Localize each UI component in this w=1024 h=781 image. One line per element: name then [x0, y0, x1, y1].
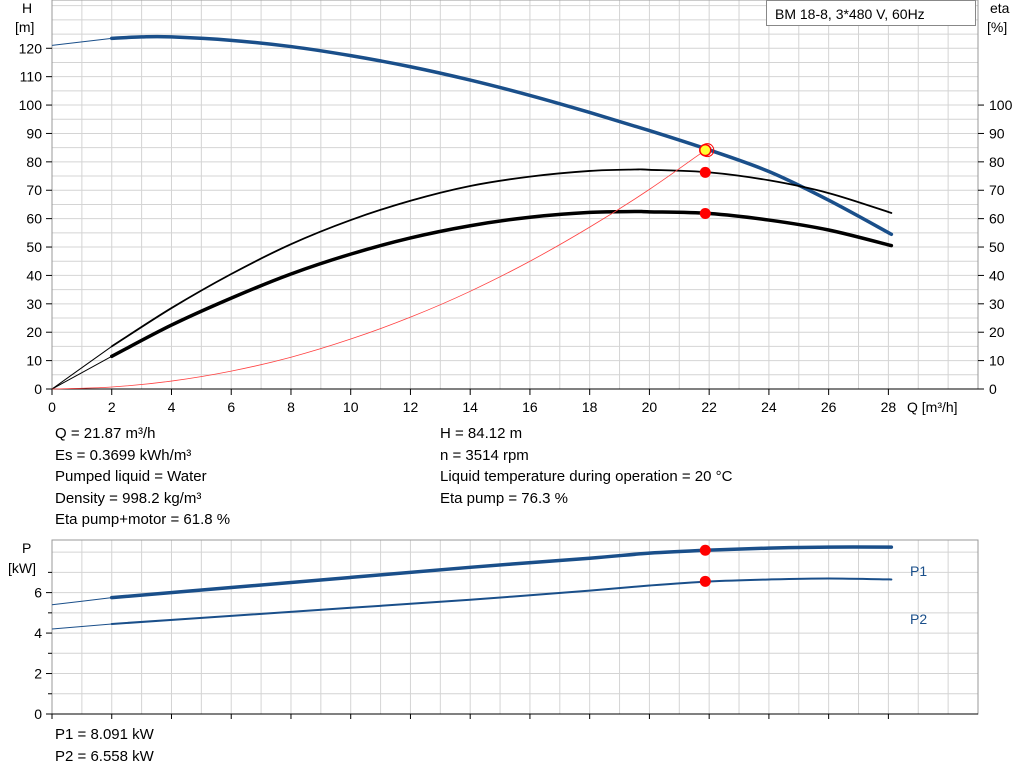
duty-point-p2 [699, 575, 711, 587]
top-y-tick-label: 30 [26, 296, 42, 312]
series-line-system-curve [51, 149, 706, 390]
x-tick-label: 8 [287, 399, 295, 415]
top-y-tick-label: 110 [20, 69, 43, 85]
bottom-plot-area [52, 540, 978, 714]
bottom-y-axis-unit: [kW] [8, 560, 36, 576]
top-y-tick-label: 100 [19, 97, 43, 113]
bottom-y-tick-label: 6 [34, 585, 42, 601]
series-extrapolation-eta-pump-motor [51, 355, 112, 390]
top-y-axis-label: H [22, 0, 32, 16]
top-y2-tick-label: 100 [989, 97, 1013, 113]
series-line-eta-pump-motor [109, 209, 894, 359]
top-y-tick-label: 0 [34, 381, 42, 397]
top-y-tick-label: 90 [26, 125, 42, 141]
x-tick-label: 2 [108, 399, 116, 415]
x-tick-label: 0 [48, 399, 56, 415]
x-tick-label: 20 [642, 399, 658, 415]
series-extrapolation-p2 [51, 623, 112, 630]
info-eta-pump: Eta pump = 76.3 % [440, 489, 568, 507]
top-y-axis-unit: [m] [15, 19, 34, 35]
info-specific-energy: Es = 0.3699 kWh/m³ [55, 446, 192, 464]
x-tick-label: 16 [522, 399, 538, 415]
duty-point-eta-pump [699, 166, 711, 178]
info-flow: Q = 21.87 m³/h [55, 425, 156, 442]
x-axis-label: Q [m³/h] [907, 399, 958, 415]
top-y-tick-label: 120 [19, 40, 43, 56]
top-y2-tick-label: 30 [989, 296, 1005, 312]
top-y-tick-label: 40 [26, 267, 42, 283]
series-line-h [109, 34, 894, 236]
top-y-tick-label: 60 [26, 211, 42, 227]
series-line-p1 [109, 545, 894, 600]
x-tick-label: 4 [168, 399, 176, 415]
top-chart-curves [51, 34, 894, 390]
top-y2-tick-label: 70 [989, 182, 1005, 198]
duty-point-p1 [699, 544, 711, 556]
info-left-column: Q = 21.87 m³/h Es = 0.3699 kWh/m³ Pumped… [55, 423, 230, 531]
info-liquid-temperature: Liquid temperature during operation = 20… [440, 468, 733, 485]
top-y-tick-label: 10 [26, 353, 42, 369]
info-p2: P2 = 6.558 kW [55, 747, 154, 765]
series-label-p2: P2 [910, 611, 927, 627]
x-tick-label: 28 [881, 399, 897, 415]
duty-point-h [699, 143, 712, 157]
top-y2-tick-label: 90 [989, 125, 1005, 141]
info-p1: P1 = 8.091 kW [55, 726, 154, 743]
top-y2-tick-label: 40 [989, 267, 1005, 283]
x-tick-label: 24 [761, 399, 777, 415]
bottom-chart-curves [51, 544, 894, 630]
top-y2-tick-label: 50 [989, 239, 1005, 255]
top-y-tick-label: 50 [26, 239, 42, 255]
bottom-chart-grid [51, 539, 979, 715]
series-line-p2 [110, 577, 893, 625]
top-y-tick-label: 20 [26, 324, 42, 340]
x-tick-label: 6 [227, 399, 235, 415]
top-y2-tick-label: 80 [989, 154, 1005, 170]
top-y2-axis-label: eta [990, 0, 1010, 16]
info-density: Density = 998.2 kg/m³ [55, 489, 202, 507]
chart-title-box: BM 18-8, 3*480 V, 60Hz [766, 0, 976, 26]
series-label-p1: P1 [910, 563, 927, 579]
axis-tick-labels: 0 2 4 6 8 10 12 14 16 18 20 22 24 26 28010203040506070… [19, 40, 1013, 722]
bottom-y-tick-label: 0 [34, 706, 42, 722]
duty-point-eta-pump-motor [699, 208, 711, 220]
info-right-column: H = 84.12 m n = 3514 rpm Liquid temperat… [440, 423, 732, 509]
bottom-y-tick-label: 4 [34, 625, 42, 641]
x-tick-label: 14 [462, 399, 478, 415]
info-speed: n = 3514 rpm [440, 446, 529, 464]
series-line-eta-pump [110, 168, 893, 348]
top-y2-axis-unit: [%] [987, 19, 1007, 35]
top-y2-tick-label: 0 [989, 381, 997, 397]
info-pumped-liquid: Pumped liquid = Water [55, 468, 207, 485]
series-extrapolation-eta-pump [51, 346, 113, 390]
bottom-y-tick-label: 2 [34, 666, 42, 682]
top-y2-tick-label: 60 [989, 211, 1005, 227]
bottom-y-axis-label: P [22, 540, 31, 556]
info-head: H = 84.12 m [440, 425, 523, 442]
top-plot-area [52, 0, 978, 389]
top-y2-tick-label: 10 [989, 353, 1005, 369]
x-tick-label: 12 [403, 399, 419, 415]
info-power-column: P1 = 8.091 kW P2 = 6.558 kW [55, 724, 154, 767]
x-tick-label: 22 [701, 399, 717, 415]
series-extrapolation-p1 [51, 597, 112, 606]
info-eta-pump-motor: Eta pump+motor = 61.8 % [55, 511, 231, 528]
series-extrapolation-h [51, 37, 112, 46]
x-tick-label: 18 [582, 399, 598, 415]
x-tick-label: 26 [821, 399, 837, 415]
top-chart-grid [51, 0, 979, 390]
top-y-tick-label: 80 [26, 154, 42, 170]
top-y-tick-label: 70 [26, 182, 42, 198]
x-tick-label: 10 [343, 399, 359, 415]
top-y2-tick-label: 20 [989, 324, 1005, 340]
